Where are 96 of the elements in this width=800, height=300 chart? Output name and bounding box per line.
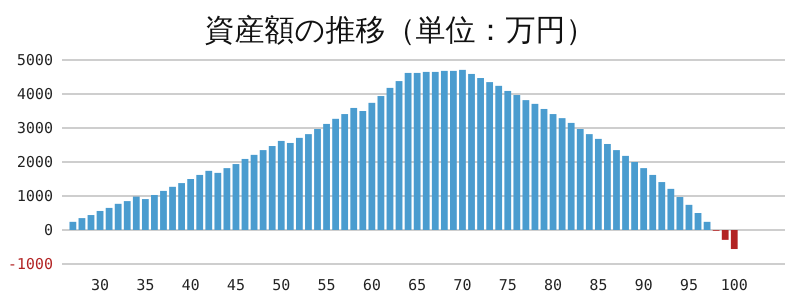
bar: [214, 172, 222, 230]
x-tick-label: 30: [91, 276, 110, 294]
bar: [640, 168, 648, 230]
bar: [604, 144, 611, 230]
bar: [613, 150, 620, 230]
bar: [268, 146, 276, 230]
bar: [486, 82, 494, 230]
x-tick-label: 90: [634, 276, 653, 294]
bar: [586, 134, 593, 230]
bar: [151, 194, 158, 230]
y-tick-label: 4000: [16, 85, 53, 103]
bar: [69, 222, 76, 230]
bar: [196, 174, 204, 230]
bar: [278, 140, 285, 230]
bar: [106, 208, 113, 230]
bar: [658, 182, 666, 230]
bar: [576, 129, 584, 230]
bar: [242, 158, 248, 230]
bar: [730, 230, 738, 250]
bar: [432, 72, 439, 230]
bar: [160, 190, 167, 230]
x-tick-label: 70: [453, 276, 472, 294]
bar: [205, 170, 212, 230]
bar: [296, 138, 303, 230]
bar: [558, 118, 566, 230]
bar: [178, 183, 185, 230]
bar: [142, 199, 149, 230]
bar: [250, 154, 258, 230]
bar: [694, 213, 702, 230]
bar: [414, 72, 421, 230]
bar: [450, 70, 457, 230]
y-tick-label: 5000: [16, 51, 53, 69]
y-tick-label: 0: [44, 221, 53, 239]
bar: [378, 96, 384, 230]
bar: [622, 156, 629, 230]
bar: [667, 188, 674, 230]
bar: [404, 72, 412, 230]
bar: [350, 108, 358, 230]
bar: [341, 114, 348, 230]
bar: [286, 142, 294, 230]
bar: [468, 74, 475, 230]
x-tick-label: 65: [408, 276, 426, 294]
bar: [132, 196, 140, 230]
x-tick-label: 40: [182, 276, 200, 294]
x-tick-label: 100: [720, 276, 748, 294]
bar: [532, 104, 538, 230]
bar: [232, 164, 240, 230]
bar: [550, 114, 556, 230]
bar: [223, 168, 230, 230]
bar: [260, 150, 267, 230]
bar: [96, 210, 104, 230]
bar: [169, 186, 176, 230]
bar: [124, 201, 131, 230]
bar: [594, 138, 602, 230]
bar: [631, 162, 638, 230]
bar: [323, 124, 330, 230]
bar: [332, 118, 340, 230]
x-tick-label: 35: [136, 276, 154, 294]
bar: [396, 81, 402, 230]
bar: [305, 134, 312, 230]
bar: [704, 222, 710, 230]
chart-title: 資産額の推移（単位：万円）: [204, 13, 596, 48]
bar: [359, 111, 366, 230]
y-tick-label: 1000: [16, 187, 53, 205]
bar: [686, 204, 692, 230]
y-tick-label: -1000: [8, 255, 53, 273]
bar: [314, 129, 321, 230]
bar: [114, 204, 122, 230]
bar: [440, 70, 448, 230]
x-tick-label: 95: [680, 276, 698, 294]
x-tick-label: 45: [226, 276, 245, 294]
x-tick-label: 60: [362, 276, 381, 294]
bar: [722, 230, 729, 240]
y-tick-label: 2000: [16, 153, 53, 171]
x-tick-label: 50: [272, 276, 290, 294]
bar: [676, 197, 684, 230]
x-tick-label: 55: [318, 276, 336, 294]
bar: [495, 86, 502, 230]
x-tick-label: 85: [589, 276, 608, 294]
bar: [459, 70, 466, 230]
x-tick-label: 75: [498, 276, 517, 294]
x-tick-label: 80: [544, 276, 562, 294]
bar: [78, 218, 86, 230]
bar: [368, 102, 376, 230]
bar: [504, 90, 512, 230]
bar: [513, 95, 520, 230]
bar: [477, 78, 484, 230]
bar: [88, 215, 94, 230]
bar: [649, 174, 656, 230]
bar: [568, 122, 575, 230]
bar: [187, 179, 194, 230]
y-tick-label: 3000: [16, 119, 53, 137]
bar: [540, 108, 548, 230]
bar: [386, 88, 394, 230]
bar: [422, 72, 430, 230]
bar: [522, 100, 530, 230]
